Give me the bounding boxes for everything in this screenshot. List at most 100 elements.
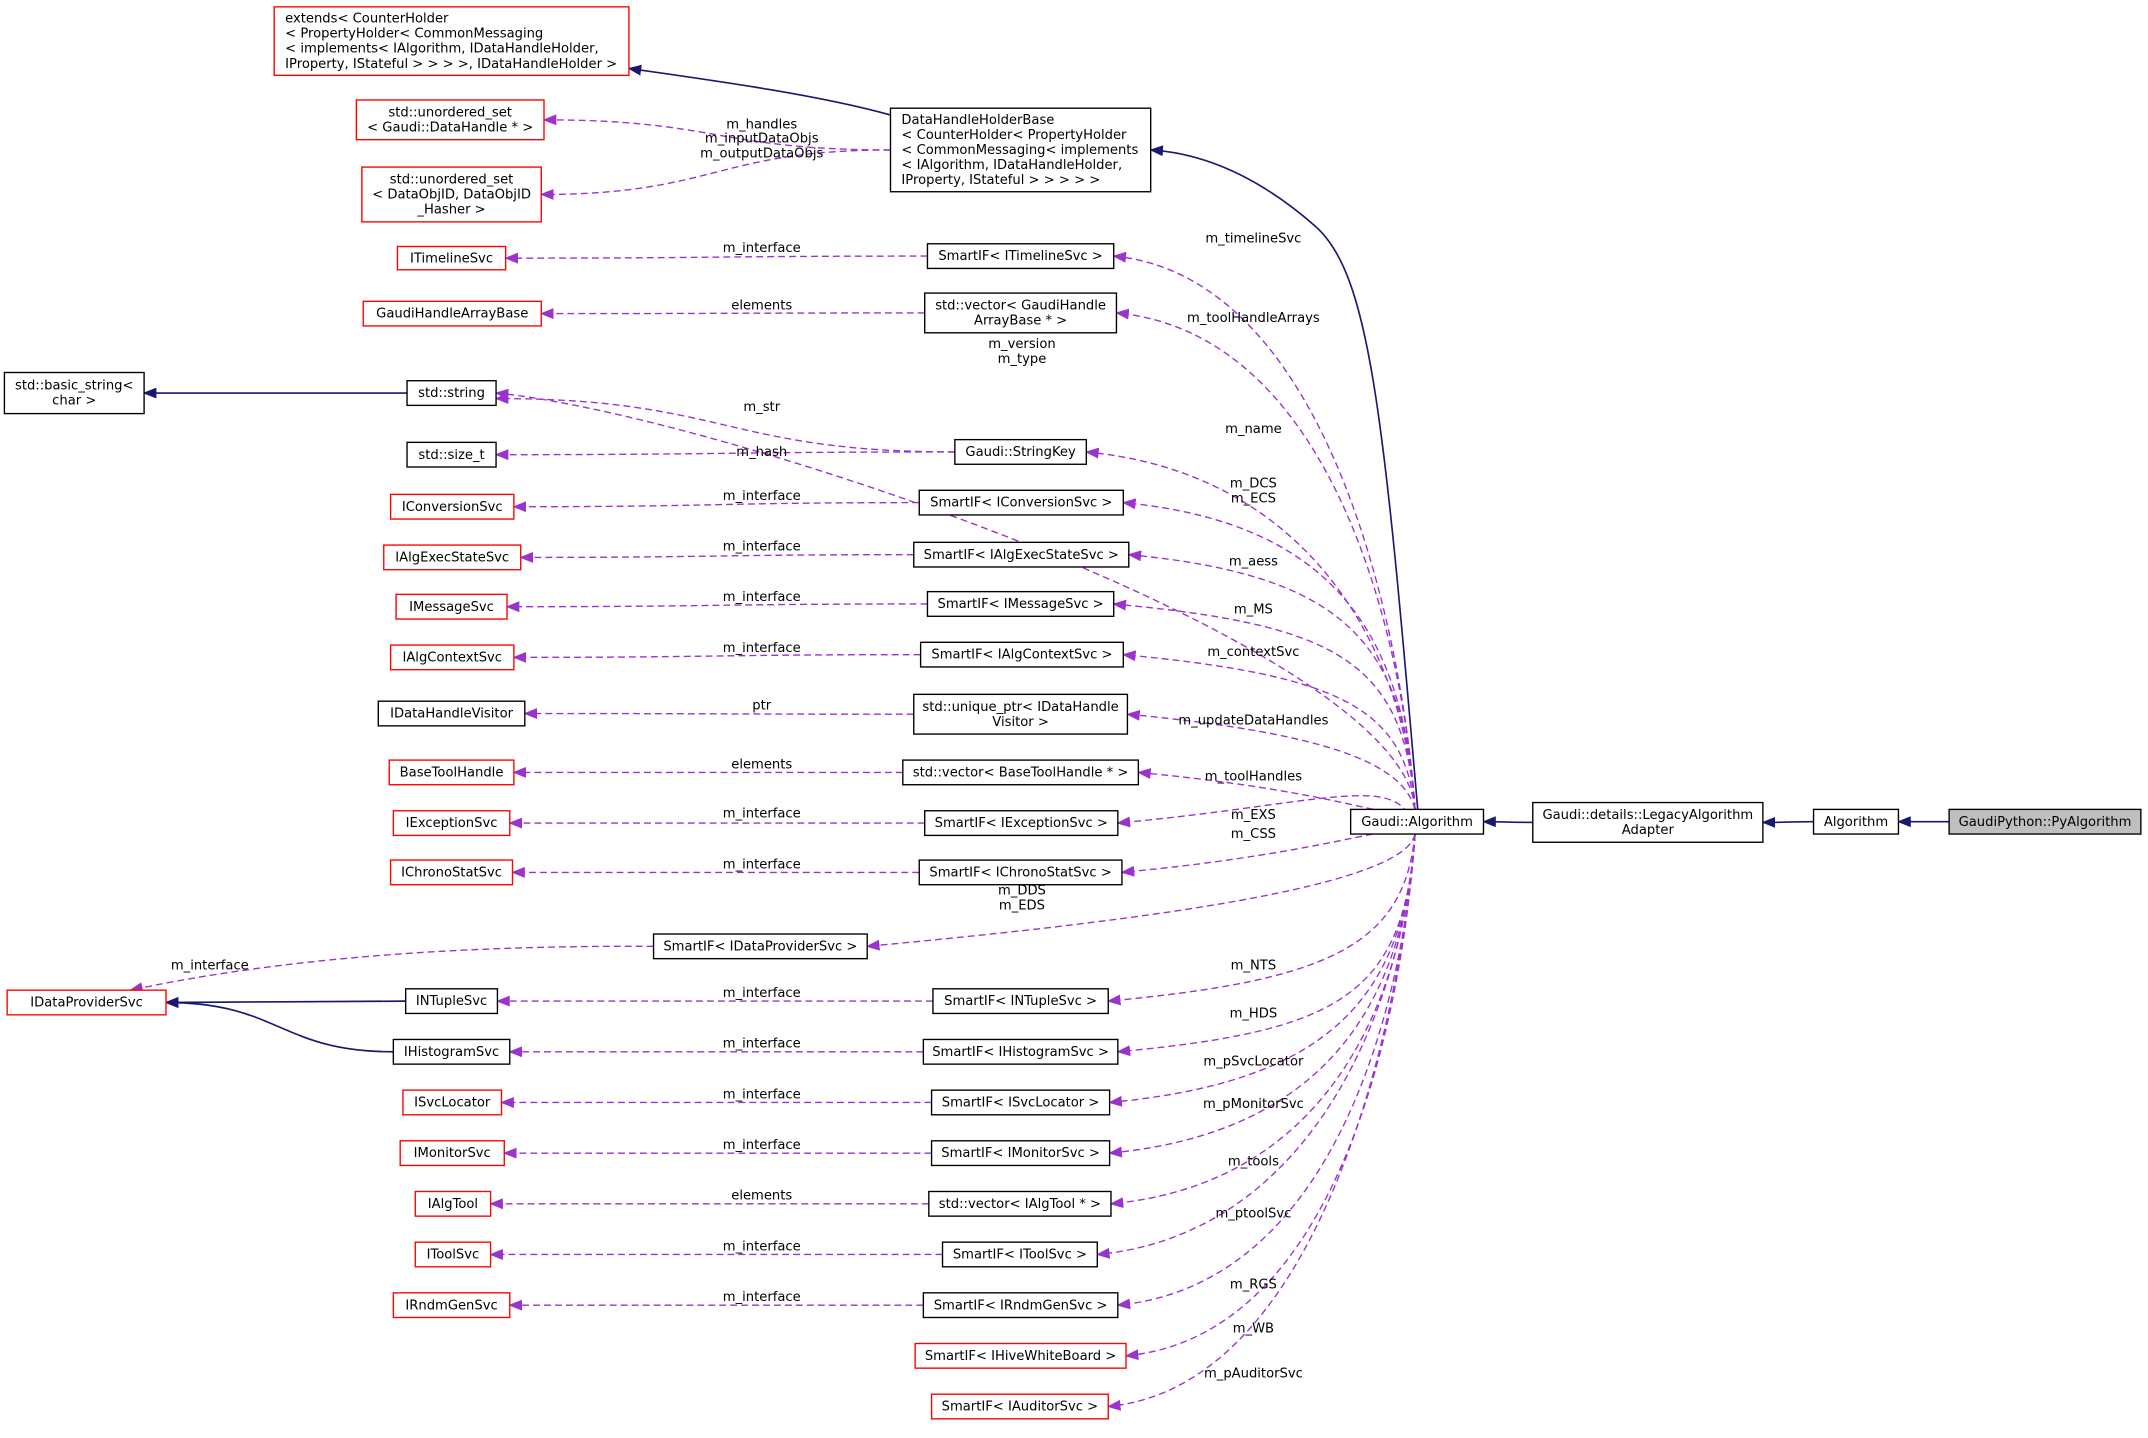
node-ihisto[interactable]: IHistogramSvc bbox=[392, 1038, 511, 1065]
node-btool[interactable]: BaseToolHandle bbox=[388, 759, 515, 786]
edge-label: m_DCS bbox=[1230, 477, 1277, 492]
node-vec-algtool[interactable]: std::vector< IAlgTool * > bbox=[928, 1190, 1112, 1217]
edge-label: m_interface bbox=[723, 1087, 801, 1102]
node-sif-svcloc[interactable]: SmartIF< ISvcLocator > bbox=[930, 1089, 1111, 1116]
node-sif-msg[interactable]: SmartIF< IMessageSvc > bbox=[926, 590, 1115, 617]
node-idp[interactable]: IDataProviderSvc bbox=[6, 989, 167, 1016]
node-iconv[interactable]: IConversionSvc bbox=[389, 493, 515, 520]
node-extends[interactable]: extends< CounterHolder< PropertyHolder< … bbox=[273, 6, 630, 77]
node-sif-aud[interactable]: SmartIF< IAuditorSvc > bbox=[930, 1393, 1109, 1420]
edge-labels-layer: m_handlesm_inputDataObjsm_outputDataObjs… bbox=[171, 118, 1329, 1382]
node-ictx[interactable]: IAlgContextSvc bbox=[389, 644, 515, 671]
node-size-t[interactable]: std::size_t bbox=[406, 441, 497, 468]
node-dhhb[interactable]: DataHandleHolderBase< CounterHolder< Pro… bbox=[889, 107, 1152, 193]
inheritance-edge-legacy-to-galgo bbox=[1482, 816, 1533, 828]
node-sif-dp[interactable]: SmartIF< IDataProviderSvc > bbox=[652, 933, 868, 960]
node-box bbox=[889, 107, 1152, 193]
node-label: < IAlgorithm, IDataHandleHolder, bbox=[901, 158, 1122, 173]
node-label: IConversionSvc bbox=[402, 500, 503, 515]
edge-label: m_MS bbox=[1234, 603, 1273, 618]
node-algorithm[interactable]: Algorithm bbox=[1812, 808, 1900, 835]
edge-label: m_interface bbox=[723, 540, 801, 555]
node-label: Adapter bbox=[1622, 823, 1675, 838]
node-box bbox=[392, 1292, 511, 1319]
node-vec-btool[interactable]: std::vector< BaseToolHandle * > bbox=[902, 759, 1140, 786]
edge-label: m_hash bbox=[736, 445, 787, 460]
node-label: < DataObjID, DataObjID bbox=[372, 188, 531, 203]
node-stringkey[interactable]: Gaudi::StringKey bbox=[954, 438, 1088, 465]
node-label: SmartIF< IRndmGenSvc > bbox=[934, 1298, 1108, 1313]
node-iaes[interactable]: IAlgExecStateSvc bbox=[383, 544, 522, 571]
node-label: GaudiHandleArrayBase bbox=[376, 307, 528, 322]
node-itimeline[interactable]: ITimelineSvc bbox=[396, 245, 507, 271]
node-iexc[interactable]: IExceptionSvc bbox=[392, 810, 511, 837]
node-box bbox=[1349, 808, 1485, 835]
node-label: std::vector< GaudiHandle bbox=[935, 299, 1106, 314]
node-vec-ghab[interactable]: std::vector< GaudiHandleArrayBase * > bbox=[924, 292, 1118, 334]
inheritance-edge-dhhb-to-extends bbox=[627, 64, 891, 116]
node-sif-histo[interactable]: SmartIF< IHistogramSvc > bbox=[922, 1038, 1119, 1065]
node-sif-exc[interactable]: SmartIF< IExceptionSvc > bbox=[924, 810, 1119, 837]
node-idhv[interactable]: IDataHandleVisitor bbox=[377, 700, 526, 727]
edge-label: m_EXS bbox=[1231, 808, 1276, 823]
node-sif-aes[interactable]: SmartIF< IAlgExecStateSvc > bbox=[913, 541, 1130, 568]
node-box bbox=[954, 438, 1088, 465]
member-edge-galgo-to-sif_chrono bbox=[1120, 829, 1416, 877]
member-edge-sif_aes-to-iaes bbox=[519, 551, 914, 563]
edge-label: m_interface bbox=[723, 1037, 801, 1052]
node-sif-ctx[interactable]: SmartIF< IAlgContextSvc > bbox=[919, 641, 1124, 668]
node-box bbox=[361, 166, 542, 223]
node-box bbox=[913, 693, 1129, 735]
node-imon[interactable]: IMonitorSvc bbox=[399, 1140, 505, 1167]
edge-label: m_ECS bbox=[1231, 492, 1276, 507]
node-label: std::vector< IAlgTool * > bbox=[939, 1197, 1101, 1212]
node-sif-conv[interactable]: SmartIF< IConversionSvc > bbox=[918, 489, 1124, 516]
node-uset-handle[interactable]: std::unordered_set< Gaudi::DataHandle * … bbox=[355, 99, 545, 141]
edge-label: m_contextSvc bbox=[1207, 645, 1299, 660]
member-edge-galgo-to-sif_conv bbox=[1121, 498, 1416, 810]
edge-label: m_interface bbox=[723, 807, 801, 822]
node-galgo[interactable]: Gaudi::Algorithm bbox=[1349, 808, 1485, 835]
node-ialgtool[interactable]: IAlgTool bbox=[414, 1190, 492, 1217]
node-label: IProperty, IStateful > > > >, IDataHandl… bbox=[285, 57, 617, 72]
node-uptr-dhv[interactable]: std::unique_ptr< IDataHandleVisitor > bbox=[913, 693, 1129, 735]
node-ghab[interactable]: GaudiHandleArrayBase bbox=[362, 300, 542, 327]
node-ichrono[interactable]: IChronoStatSvc bbox=[389, 859, 514, 886]
node-box bbox=[941, 1241, 1098, 1268]
member-edge-galgo-to-sif_ntuple bbox=[1106, 833, 1416, 1006]
node-sif-mon[interactable]: SmartIF< IMonitorSvc > bbox=[930, 1140, 1111, 1167]
edge-label: m_handles bbox=[726, 118, 797, 133]
node-string[interactable]: std::string bbox=[406, 380, 497, 407]
node-label: Algorithm bbox=[1824, 815, 1888, 830]
edge-label: m_DDS bbox=[998, 883, 1046, 898]
node-sif-timeline[interactable]: SmartIF< ITimelineSvc > bbox=[926, 243, 1115, 270]
node-box bbox=[932, 988, 1109, 1015]
node-sif-toolsvc[interactable]: SmartIF< IToolSvc > bbox=[941, 1241, 1098, 1268]
node-sif-rndm[interactable]: SmartIF< IRndmGenSvc > bbox=[922, 1292, 1119, 1319]
node-uset-dataobj[interactable]: std::unordered_set< DataObjID, DataObjID… bbox=[361, 166, 542, 223]
node-label: SmartIF< IExceptionSvc > bbox=[935, 816, 1108, 831]
node-label: SmartIF< IMessageSvc > bbox=[938, 597, 1104, 612]
node-sif-ntuple[interactable]: SmartIF< INTupleSvc > bbox=[932, 988, 1109, 1015]
node-sif-wb[interactable]: SmartIF< IHiveWhiteBoard > bbox=[914, 1342, 1127, 1369]
edge-label: m_interface bbox=[171, 959, 249, 974]
node-basic-string[interactable]: std::basic_string<char > bbox=[3, 371, 145, 415]
node-intuple[interactable]: INTupleSvc bbox=[404, 988, 499, 1015]
member-edge-galgo-to-vec_ghab bbox=[1115, 308, 1416, 810]
node-irndm[interactable]: IRndmGenSvc bbox=[392, 1292, 511, 1319]
node-isvcloc[interactable]: ISvcLocator bbox=[402, 1089, 503, 1116]
node-pyalgo[interactable]: GaudiPython::PyAlgorithm bbox=[1948, 808, 2142, 835]
node-label: Gaudi::details::LegacyAlgorithm bbox=[1542, 808, 1753, 823]
member-edge-stringkey-to-string bbox=[494, 393, 955, 453]
node-sif-chrono[interactable]: SmartIF< IChronoStatSvc > bbox=[918, 859, 1123, 886]
member-edge-galgo-to-sif_aud bbox=[1106, 833, 1416, 1411]
edge-label: elements bbox=[731, 1189, 792, 1204]
edge-label: m_aess bbox=[1229, 555, 1278, 570]
node-itoolsvc[interactable]: IToolSvc bbox=[414, 1241, 492, 1268]
inheritance-edge-ihisto-to-idp bbox=[164, 997, 394, 1053]
edge-label: m_RGS bbox=[1230, 1278, 1277, 1293]
node-imsg[interactable]: IMessageSvc bbox=[395, 593, 508, 620]
node-label: < implements< IAlgorithm, IDataHandleHol… bbox=[285, 42, 599, 57]
